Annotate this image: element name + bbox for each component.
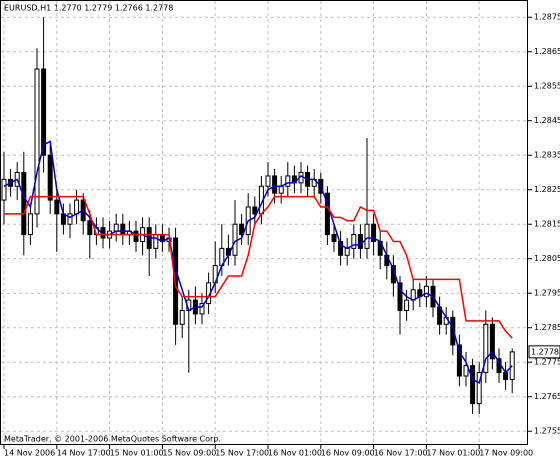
y-tick-label: 1.2865 <box>534 47 560 56</box>
x-tick-label: 17 Nov 09:00 <box>479 449 533 458</box>
candle-body <box>265 175 271 187</box>
y-tick-label: 1.2815 <box>534 220 560 229</box>
candle-body <box>67 213 73 225</box>
plot-frame <box>0 0 528 445</box>
y-tick-label: 1.2845 <box>534 116 560 125</box>
candle-body <box>120 223 126 236</box>
price-marker <box>528 345 560 359</box>
candle-body <box>34 68 40 215</box>
candle-body <box>423 285 429 298</box>
candle-body <box>278 185 284 194</box>
y-tick-label: 1.2755 <box>534 427 560 436</box>
x-tick-label: 16 Nov 01:00 <box>268 449 322 458</box>
candle-body <box>133 230 139 242</box>
candle-body <box>27 213 33 236</box>
candle-body <box>483 323 489 374</box>
candle-body <box>87 220 93 236</box>
x-tick-label: 14 Nov 17:00 <box>57 449 111 458</box>
y-tick-label: 1.2775 <box>534 358 560 367</box>
x-tick-label: 14 Nov 2006 <box>4 449 55 458</box>
candle-body <box>344 247 350 256</box>
candle-body <box>489 323 495 360</box>
y-tick-label: 1.2765 <box>534 392 560 401</box>
candle-body <box>272 175 278 194</box>
x-tick-label: 17 Nov 01:00 <box>426 449 480 458</box>
candle-body <box>113 223 119 232</box>
candle-body <box>1 178 7 201</box>
candle-body <box>47 154 53 201</box>
x-tick-label: 15 Nov 09:00 <box>162 449 216 458</box>
price-marker-label: 1.2778 <box>531 347 559 356</box>
candle-body <box>364 223 370 249</box>
candle-body <box>371 223 377 242</box>
candle-body <box>470 365 476 405</box>
x-tick-label: 15 Nov 17:00 <box>215 449 269 458</box>
y-tick-label: 1.2825 <box>534 185 560 194</box>
candle-body <box>351 234 357 249</box>
chart-title: EURUSD,H1 1.2770 1.2779 1.2766 1.2778 <box>4 4 173 13</box>
candle-body <box>54 199 60 215</box>
candle-body <box>324 192 330 236</box>
candle-body <box>179 309 185 325</box>
x-tick-label: 15 Nov 01:00 <box>110 449 164 458</box>
y-tick-label: 1.2855 <box>534 82 560 91</box>
candle-body <box>397 282 403 311</box>
candle-body <box>331 234 337 242</box>
candle-body <box>239 223 245 236</box>
candle-body <box>153 234 159 249</box>
x-tick-label: 16 Nov 09:00 <box>321 449 375 458</box>
y-tick-label: 1.2795 <box>534 289 560 298</box>
candle-body <box>404 299 410 311</box>
y-tick-label: 1.2875 <box>534 13 560 22</box>
y-tick-label: 1.2835 <box>534 151 560 160</box>
candle-body <box>41 68 47 156</box>
x-tick-label: 16 Nov 17:00 <box>374 449 428 458</box>
candle-body <box>252 206 258 215</box>
indicator-line <box>3 140 513 385</box>
footer: MetaTrader, © 2001-2006 MetaQuotes Softw… <box>4 435 221 444</box>
candle-body <box>21 171 27 236</box>
candle-body <box>199 303 205 315</box>
indicator-line <box>4 195 513 339</box>
candle-body <box>232 223 238 256</box>
candle-body <box>285 175 291 187</box>
candle-body <box>476 372 482 405</box>
candle-body <box>463 365 469 377</box>
y-tick-label: 1.2785 <box>534 323 560 332</box>
candle-body <box>456 344 462 377</box>
y-tick-label: 1.2805 <box>534 254 560 263</box>
candle-body <box>338 240 344 256</box>
candle-body <box>450 316 456 346</box>
candle-body <box>74 199 80 215</box>
candle-body <box>357 234 363 249</box>
